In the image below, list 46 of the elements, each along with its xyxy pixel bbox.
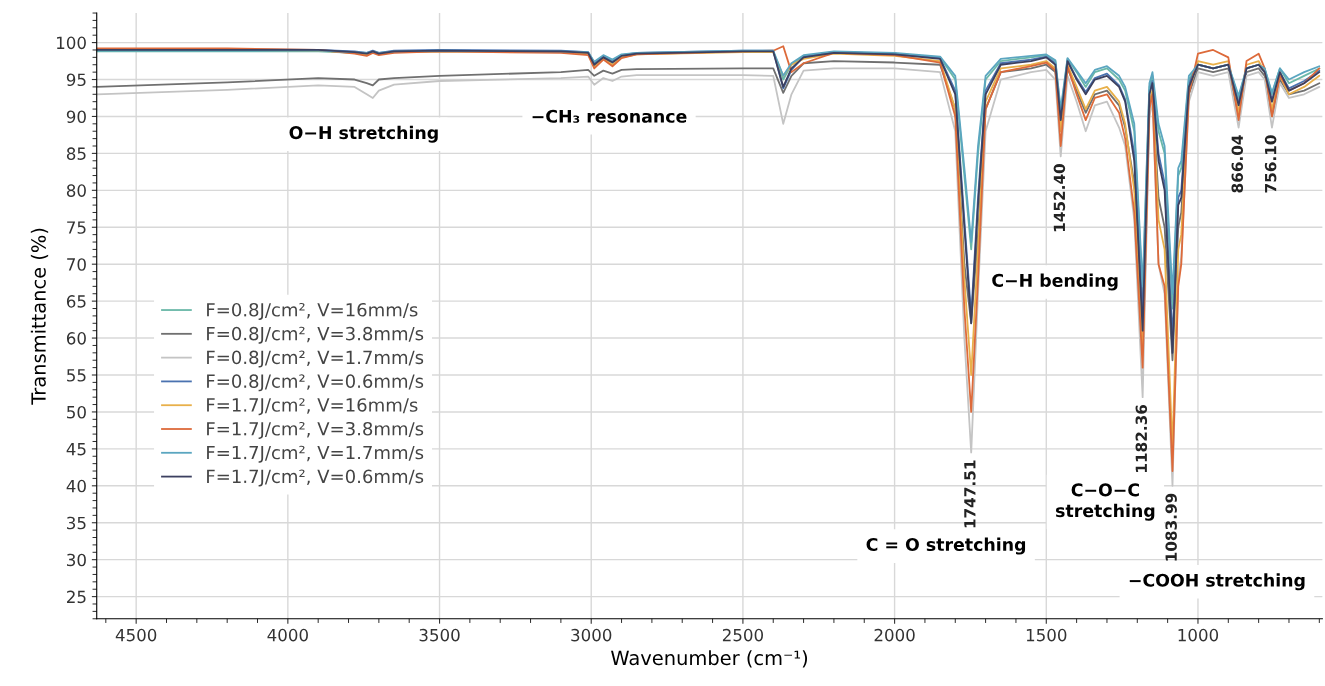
legend-label: F=0.8J/cm², V=3.8mm/s	[207, 326, 424, 344]
legend-label: F=0.8J/cm², V=16mm/s	[207, 302, 418, 320]
annotation: −CH₃ resonance	[532, 109, 687, 123]
x-tick-label: 2500	[722, 628, 764, 642]
y-tick-label: 60	[66, 332, 86, 345]
y-axis-title: Transmittance (%)	[30, 228, 49, 405]
annotation: 1083.99	[1165, 493, 1177, 561]
y-tick-label: 50	[67, 405, 86, 419]
y-tick-label: 90	[66, 110, 86, 124]
y-tick-label: 70	[67, 258, 86, 271]
x-tick-label: 3500	[419, 628, 460, 642]
y-tick-label: 25	[67, 590, 86, 604]
x-axis-title: Wavenumber (cm⁻¹)	[611, 650, 808, 668]
x-tick-label: 4500	[115, 628, 157, 642]
y-tick-label: 100	[57, 36, 86, 50]
x-tick-label: 2000	[874, 628, 915, 642]
legend-label: F=0.8J/cm², V=0.6mm/s	[207, 374, 424, 392]
annotation: 1182.36	[1135, 404, 1148, 472]
y-tick-label: 45	[66, 443, 86, 456]
y-tick-label: 80	[66, 184, 86, 197]
legend-label: F=1.7J/cm², V=1.7mm/s	[207, 445, 424, 463]
legend-label: F=1.7J/cm², V=0.6mm/s	[207, 469, 424, 487]
y-tick-label: 30	[67, 553, 86, 567]
annotation: 1747.51	[964, 460, 976, 528]
y-tick-label: 75	[67, 221, 86, 234]
x-tick-label: 1000	[1178, 628, 1219, 642]
y-tick-label: 40	[66, 479, 86, 493]
annotation: −COOH stretching	[1129, 573, 1305, 591]
y-tick-label: 65	[66, 295, 86, 308]
y-tick-label: 55	[67, 369, 86, 382]
legend-label: F=0.8J/cm², V=1.7mm/s	[207, 350, 424, 368]
y-tick-label: 85	[66, 147, 86, 160]
annotation: 866.04	[1231, 135, 1244, 193]
x-tick-label: 1500	[1026, 628, 1067, 642]
annotation: C−O−C stretching	[1055, 483, 1155, 521]
annotation: C−H bending	[992, 273, 1118, 291]
x-tick-label: 3000	[571, 628, 612, 642]
y-tick-label: 35	[67, 516, 86, 530]
annotation: O−H stretching	[289, 125, 438, 143]
x-tick-label: 4000	[267, 628, 308, 642]
legend-label: F=1.7J/cm², V=16mm/s	[207, 398, 418, 416]
annotation: 756.10	[1264, 135, 1277, 193]
annotation: C = O stretching	[866, 537, 1026, 555]
annotation: 1452.40	[1053, 164, 1066, 232]
legend-label: F=1.7J/cm², V=3.8mm/s	[207, 421, 424, 439]
y-tick-label: 95	[66, 73, 86, 87]
